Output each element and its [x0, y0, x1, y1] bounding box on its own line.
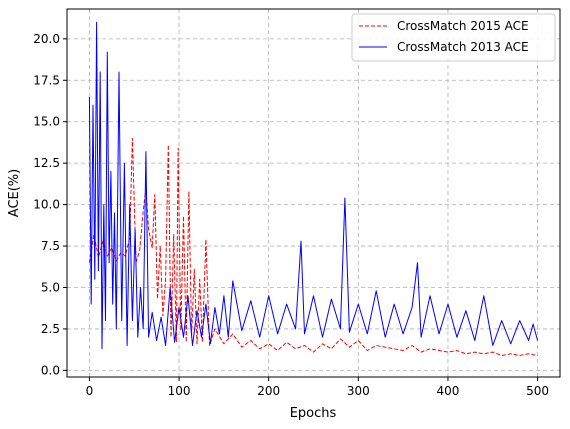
y-tick-label: 7.5 [41, 239, 60, 253]
grid [67, 9, 560, 377]
series-layer [89, 22, 537, 355]
x-tick-label: 400 [437, 384, 460, 398]
x-axis-label: Epochs [290, 406, 337, 421]
y-axis-label: ACE(%) [7, 169, 22, 217]
y-tick-label: 12.5 [33, 156, 60, 170]
plot-frame [67, 9, 560, 377]
series-line-0 [89, 138, 537, 355]
y-axis: 0.0 2.5 5.0 7.5 10.0 12.5 15.0 17.5 20.0 [33, 32, 67, 378]
y-tick-label: 2.5 [41, 322, 60, 336]
x-tick-label: 300 [347, 384, 370, 398]
x-tick-label: 0 [86, 384, 94, 398]
legend-label: CrossMatch 2013 ACE [397, 40, 529, 54]
y-tick-label: 20.0 [33, 32, 60, 46]
y-tick-label: 10.0 [33, 198, 60, 212]
legend: CrossMatch 2015 ACE CrossMatch 2013 ACE [352, 14, 555, 61]
y-tick-label: 15.0 [33, 115, 60, 129]
y-tick-label: 5.0 [41, 280, 60, 294]
x-tick-label: 100 [168, 384, 191, 398]
x-axis: 0 100 200 300 400 500 [86, 377, 549, 398]
legend-label: CrossMatch 2015 ACE [397, 19, 529, 33]
x-tick-label: 500 [526, 384, 549, 398]
y-tick-label: 0.0 [41, 363, 60, 377]
y-tick-label: 17.5 [33, 73, 60, 87]
x-tick-label: 200 [257, 384, 280, 398]
series-line-1 [89, 22, 537, 349]
